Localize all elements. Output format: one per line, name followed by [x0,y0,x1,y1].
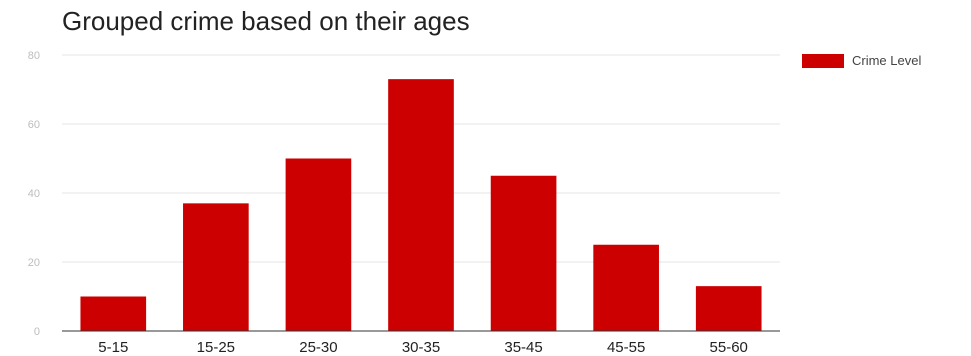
y-tick-label: 20 [28,257,40,269]
bar-5-15 [80,296,147,331]
y-tick-label: 0 [34,326,40,338]
bar-30-35 [388,79,454,332]
bar-25-30 [285,158,352,331]
bar-45-55 [593,244,659,331]
x-tick-label: 5-15 [98,339,128,356]
bars [80,79,762,332]
y-tick-label: 60 [28,119,40,131]
legend: Crime Level [802,53,921,68]
x-tick-label: 30-35 [402,339,440,356]
x-axis-ticks: 5-15 15-25 25-30 30-35 35-45 45-55 55-60 [98,339,748,356]
x-tick-label: 35-45 [504,339,542,356]
x-tick-label: 25-30 [299,339,337,356]
x-tick-label: 15-25 [197,339,235,356]
x-tick-label: 45-55 [607,339,645,356]
y-tick-label: 40 [28,188,40,200]
legend-label: Crime Level [852,53,922,68]
legend-swatch [802,53,844,68]
x-tick-label: 55-60 [710,339,748,356]
y-tick-label: 80 [28,50,40,62]
bar-35-45 [490,175,557,331]
chart-title: Grouped crime based on their ages [62,6,470,36]
y-axis-ticks: 0 20 40 60 80 [28,50,40,338]
bar-15-25 [183,203,249,331]
bar-55-60 [695,286,762,331]
